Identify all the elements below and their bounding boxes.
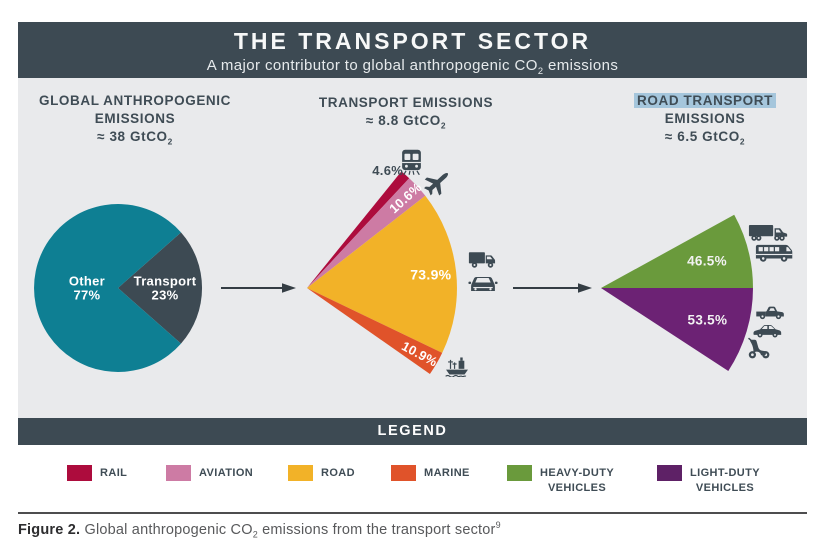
road-value-text: ≈ 6.5 GtCO: [664, 129, 740, 144]
slice-aviation: [307, 178, 426, 288]
legend-item-road: ROAD: [288, 465, 355, 481]
legend-label-text: ROAD: [321, 467, 355, 479]
global-value-text: ≈ 38 GtCO: [97, 129, 168, 144]
legend-label-aviation: AVIATION: [199, 465, 253, 481]
legend-label-text2: VEHICLES: [695, 482, 755, 494]
legend-item-aviation: AVIATION: [166, 465, 253, 481]
aviation-color-swatch: [166, 465, 191, 481]
legend-label-text: RAIL: [100, 467, 128, 479]
transport-value-text: ≈ 8.8 GtCO: [365, 113, 441, 128]
legend-item-rail: RAIL: [67, 465, 127, 481]
scooter-icon: [747, 337, 771, 359]
legend-row: RAIL AVIATION ROAD MARINE HEAVY-DUTY VEH…: [18, 445, 807, 509]
heading-road-line2: EMISSIONS: [664, 111, 746, 126]
marine-color-swatch: [391, 465, 416, 481]
figure-caption-text: Global anthropogenic CO: [80, 521, 253, 538]
heading-road-value: ≈ 6.5 GtCO2: [590, 128, 820, 151]
truck-icon: [468, 249, 497, 269]
heading-transport-emissions: TRANSPORT EMISSIONS ≈ 8.8 GtCO2: [291, 94, 521, 135]
legend-item-heavy-duty-vehicles: HEAVY-DUTY VEHICLES: [507, 465, 614, 496]
legend-label-road: ROAD: [321, 465, 355, 481]
title-bar: THE TRANSPORT SECTOR A major contributor…: [18, 22, 807, 78]
semi-truck-icon: [748, 222, 789, 242]
heading-road-transport-emissions: ROAD TRANSPORT EMISSIONS ≈ 6.5 GtCO2: [590, 92, 820, 151]
legend-label-rail: RAIL: [100, 465, 127, 481]
road-value-subscript: 2: [739, 136, 746, 147]
slice-heavy-duty-vehicles: [601, 214, 753, 288]
slice-other: [34, 204, 182, 372]
heading-transport-value: ≈ 8.8 GtCO2: [291, 112, 521, 135]
ship-icon: [444, 355, 470, 377]
arrow-right-icon: [513, 283, 592, 293]
heading-road-line1: ROAD TRANSPORT: [590, 92, 820, 110]
heading-global-value: ≈ 38 GtCO2: [20, 128, 250, 151]
figure-caption-reference: 9: [495, 520, 501, 530]
legend-bar-title: LEGEND: [18, 418, 807, 445]
heavy-duty-color-swatch: [507, 465, 532, 481]
heading-global-line1: GLOBAL ANTHROPOGENIC: [38, 93, 231, 108]
car-front-icon: [468, 274, 498, 292]
legend-label-text: HEAVY-DUTY: [540, 467, 615, 479]
slice-label-heavy-duty-vehicles: 46.5%: [687, 254, 727, 269]
heading-transport-line1: TRANSPORT EMISSIONS: [318, 95, 494, 110]
chart-area: GLOBAL ANTHROPOGENIC EMISSIONS ≈ 38 GtCO…: [18, 78, 807, 418]
legend-label-text: LIGHT-DUTY: [690, 467, 760, 479]
legend-item-light-duty-vehicles: LIGHT-DUTY VEHICLES: [657, 465, 760, 496]
figure-caption-number: Figure 2.: [18, 521, 81, 538]
global-emissions-pie-chart: Transport 23% Other 77%: [34, 204, 203, 372]
legend-item-marine: MARINE: [391, 465, 470, 481]
page-title: THE TRANSPORT SECTOR: [233, 28, 592, 54]
light-duty-color-swatch: [657, 465, 682, 481]
heading-global-emissions: GLOBAL ANTHROPOGENIC EMISSIONS ≈ 38 GtCO…: [20, 92, 250, 151]
slice-road: [307, 195, 457, 353]
road-transport-highlight: ROAD TRANSPORT: [634, 93, 776, 108]
road-transport-fan-chart: 46.5% 53.5%: [601, 214, 753, 371]
subtitle-text: A major contributor to global anthropoge…: [206, 57, 538, 74]
slice-rail: [307, 171, 410, 288]
slice-marine: [307, 288, 443, 374]
slice-label-light-duty-vehicles: 53.5%: [688, 312, 728, 327]
slice-label-other: Other 77%: [69, 273, 105, 302]
slice-light-duty-vehicles: [601, 288, 753, 371]
legend-label-heavy-duty: HEAVY-DUTY VEHICLES: [540, 465, 614, 496]
pickup-truck-icon: [755, 304, 786, 320]
figure-caption: Figure 2. Global anthropogenic CO2 emiss…: [18, 520, 501, 540]
legend-label-text2: VEHICLES: [547, 482, 607, 494]
figure-caption-subscript: 2: [252, 529, 258, 540]
legend-label-marine: MARINE: [424, 465, 470, 481]
train-icon: [399, 148, 424, 175]
transport-emissions-fan-chart: 4.6%10.6%73.9%10.9%: [307, 163, 457, 374]
airplane-icon: [422, 168, 452, 198]
global-value-subscript: 2: [167, 136, 173, 147]
heading-global-line2: EMISSIONS: [94, 111, 176, 126]
figure-caption-text-end: emissions from the transport sector: [257, 521, 496, 538]
page-subtitle: A major contributor to global anthropoge…: [18, 57, 807, 76]
subtitle-subscript: 2: [537, 66, 544, 76]
legend-label-text: MARINE: [424, 467, 470, 479]
road-color-swatch: [288, 465, 313, 481]
slice-label-rail: 4.6%: [372, 163, 403, 178]
arrow-right-icon: [221, 283, 296, 293]
slice-transport: [118, 232, 203, 344]
caption-divider: [18, 512, 807, 514]
transport-value-subscript: 2: [440, 120, 447, 131]
legend-label-text: AVIATION: [199, 467, 254, 479]
sedan-icon: [752, 323, 783, 338]
slice-label-transport: Transport 23%: [134, 273, 197, 302]
subtitle-text-end: emissions: [543, 57, 619, 74]
bus-icon: [755, 242, 795, 264]
legend-label-light-duty: LIGHT-DUTY VEHICLES: [690, 465, 760, 496]
rail-color-swatch: [67, 465, 92, 481]
slice-label-road: 73.9%: [410, 267, 451, 283]
